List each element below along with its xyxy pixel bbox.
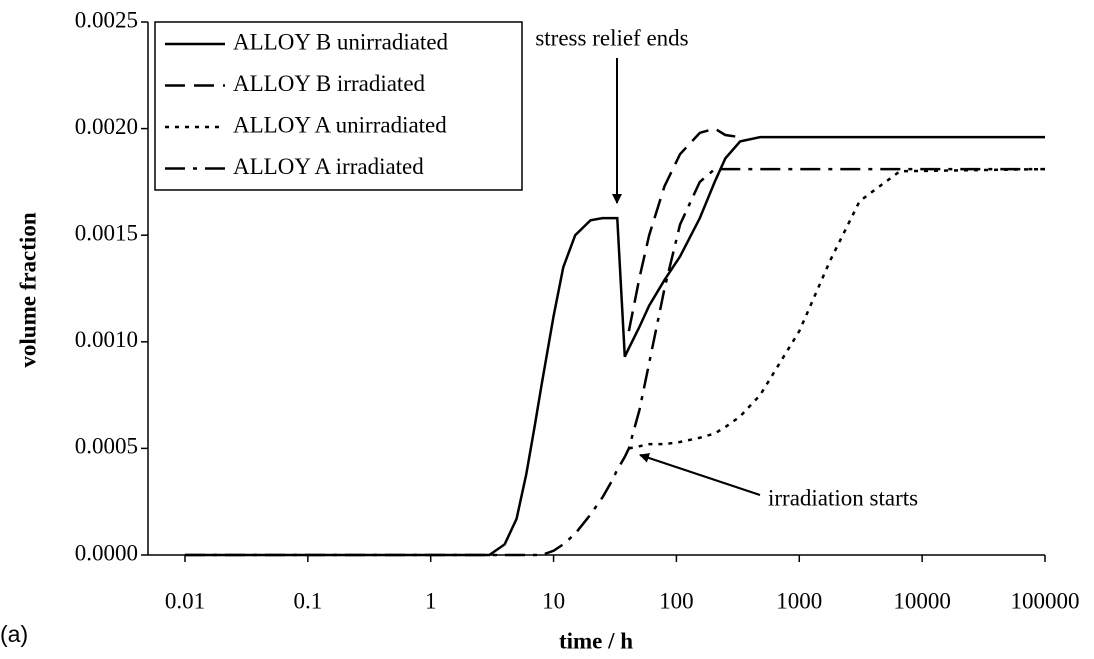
legend-label: ALLOY B irradiated (233, 71, 426, 96)
y-tick-label: 0.0020 (75, 114, 138, 139)
x-tick-label: 10 (542, 588, 565, 613)
x-tick-label: 0.01 (165, 588, 205, 613)
annotation-arrow (639, 453, 761, 496)
series-line (628, 167, 1046, 450)
legend-label: ALLOY A irradiated (233, 154, 424, 179)
y-tick-label: 0.0010 (75, 327, 138, 352)
legend: ALLOY B unirradiated ALLOY B irradiated AL… (154, 21, 523, 191)
x-tick-label: 100 (659, 588, 694, 613)
series-line (627, 127, 741, 332)
panel-label: (a) (0, 621, 28, 647)
y-tick-label: 0.0000 (75, 540, 138, 565)
legend-box (154, 21, 523, 191)
legend-label: ALLOY B unirradiated (233, 29, 449, 54)
x-tick-label: 1000 (776, 588, 822, 613)
series-line (184, 167, 1045, 557)
x-tick-label: 1 (425, 588, 437, 613)
y-tick-label: 0.0025 (75, 7, 138, 32)
annotation: irradiation starts (768, 485, 918, 510)
x-tick-label: 0.1 (293, 588, 322, 613)
legend-label: ALLOY A unirradiated (233, 112, 447, 137)
y-axis-label: volume fraction (15, 212, 40, 367)
x-axis-label: time / h (559, 628, 633, 653)
series-line (184, 135, 1045, 557)
x-tick-label: 10000 (893, 588, 951, 613)
x-tick-label: 100000 (1011, 588, 1080, 613)
y-tick-label: 0.0015 (75, 220, 138, 245)
plot-area (184, 127, 1046, 557)
annotation: stress relief ends (535, 25, 688, 50)
y-tick-label: 0.0005 (75, 434, 138, 459)
